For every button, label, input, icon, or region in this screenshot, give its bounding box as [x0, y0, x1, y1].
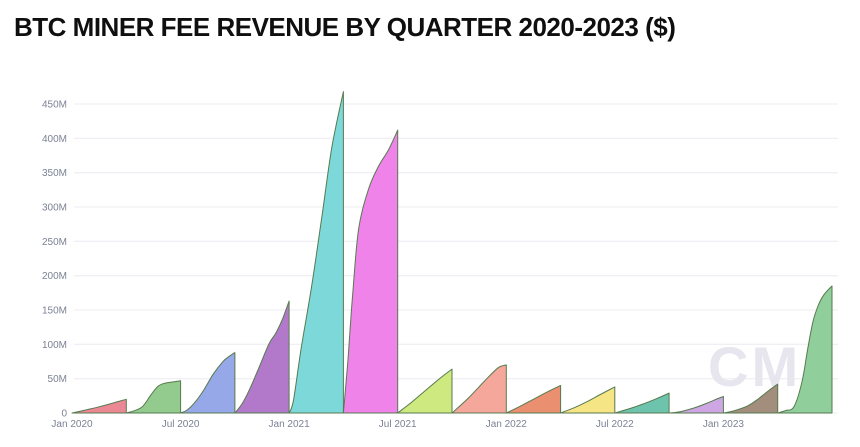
area-q2-2023 [777, 285, 833, 414]
y-tick-label: 300M [42, 203, 67, 214]
x-tick-label: Jan 2021 [269, 419, 311, 430]
area-q3-2021 [397, 368, 453, 414]
y-tick-label: 0 [61, 409, 67, 420]
y-tick-label: 350M [42, 168, 67, 179]
area-q4-2022 [668, 396, 724, 414]
y-tick-label: 50M [48, 374, 67, 385]
y-tick-label: 450M [42, 100, 67, 111]
area-q3-2020 [180, 352, 236, 414]
chart-canvas: 0 50M 100M 150M 200M 250M 300M 350M 400M 450M CM Ja… [42, 91, 838, 430]
y-tick-label: 150M [42, 306, 67, 317]
x-tick-label: Jan 2022 [486, 419, 528, 430]
area-q1-2020 [71, 398, 127, 414]
chart-title: BTC MINER FEE REVENUE BY QUARTER 2020-20… [14, 12, 676, 42]
area-q2-2022 [560, 386, 616, 414]
x-tick-label: Jul 2022 [596, 419, 634, 430]
coinmetrics-watermark: CM [708, 335, 801, 398]
area-q4-2020 [234, 300, 290, 414]
x-tick-label: Jan 2023 [703, 419, 745, 430]
x-tick-label: Jul 2020 [162, 419, 200, 430]
area-q1-2023 [722, 383, 779, 414]
y-tick-label: 100M [42, 340, 67, 351]
area-q3-2022 [614, 392, 670, 414]
area-q2-2020 [125, 380, 182, 414]
y-tick-label: 200M [42, 271, 67, 282]
area-q4-2021 [451, 364, 507, 414]
area-q2-2021 [342, 129, 399, 414]
area-q1-2021 [288, 91, 344, 414]
y-tick-label: 250M [42, 237, 67, 248]
x-tick-label: Jul 2021 [379, 419, 417, 430]
x-tick-label: Jan 2020 [51, 419, 93, 430]
chart-area: 0 50M 100M 150M 200M 250M 300M 350M 400M 450M CM Ja… [0, 60, 860, 447]
y-tick-label: 400M [42, 134, 67, 145]
area-q1-2022 [505, 385, 562, 414]
